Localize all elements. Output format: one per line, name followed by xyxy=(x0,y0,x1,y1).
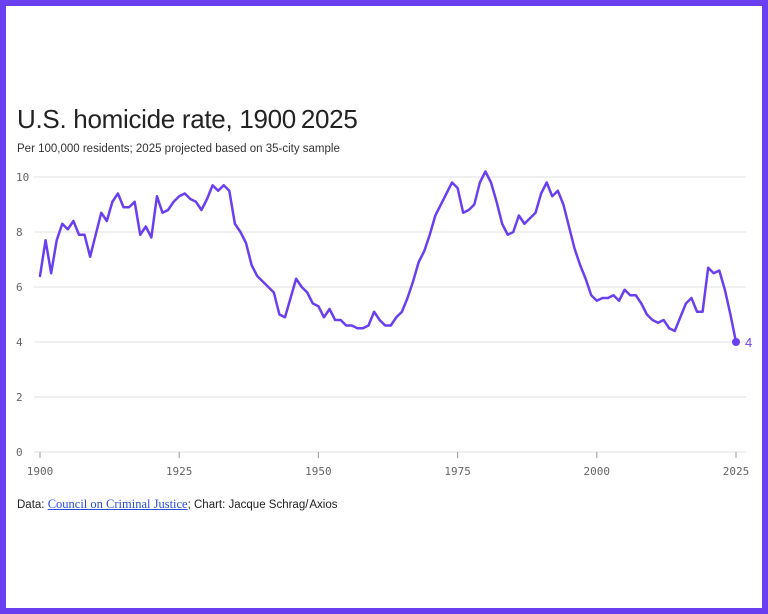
x-tick-label-1975: 1975 xyxy=(444,465,471,478)
x-tick-label-2025: 2025 xyxy=(723,465,750,478)
source-link[interactable]: Council on Criminal Justice xyxy=(47,497,188,511)
end-point-marker xyxy=(732,338,740,346)
x-tick-label-2000: 2000 xyxy=(584,465,611,478)
chart-credit: ; Chart: Jacque Schrag/ Axios xyxy=(187,499,338,511)
y-tick-label-6: 6 xyxy=(16,281,23,294)
y-tick-label-2: 2 xyxy=(16,391,23,404)
y-tick-label-0: 0 xyxy=(16,446,23,459)
chart-card: U.S. homicide rate, 1900 2025 Per 100,00… xyxy=(6,6,762,608)
x-tick-label-1950: 1950 xyxy=(305,465,332,478)
series-line-homicide-rate xyxy=(38,170,738,344)
y-tick-label-8: 8 xyxy=(16,226,23,239)
y-axis: 0 2 4 6 8 10 xyxy=(16,171,29,459)
chart-title: U.S. homicide rate, 1900 2025 xyxy=(17,104,358,134)
grid-layer xyxy=(34,176,746,453)
x-axis: 1900 1925 1950 1975 2000 2025 xyxy=(27,452,750,478)
y-tick-label-10: 10 xyxy=(16,171,29,184)
y-tick-label-4: 4 xyxy=(16,336,23,349)
chart-subtitle: Per 100,000 residents; 2025 projected ba… xyxy=(17,143,340,155)
data-prefix: Data: xyxy=(17,499,48,511)
x-tick-label-1900: 1900 xyxy=(27,465,54,478)
end-value-label: 4 xyxy=(745,335,752,350)
source-note: Data: Council on Criminal Justice; Chart… xyxy=(17,497,338,512)
series-layer: 4 xyxy=(38,170,752,350)
x-tick-label-1925: 1925 xyxy=(166,465,193,478)
